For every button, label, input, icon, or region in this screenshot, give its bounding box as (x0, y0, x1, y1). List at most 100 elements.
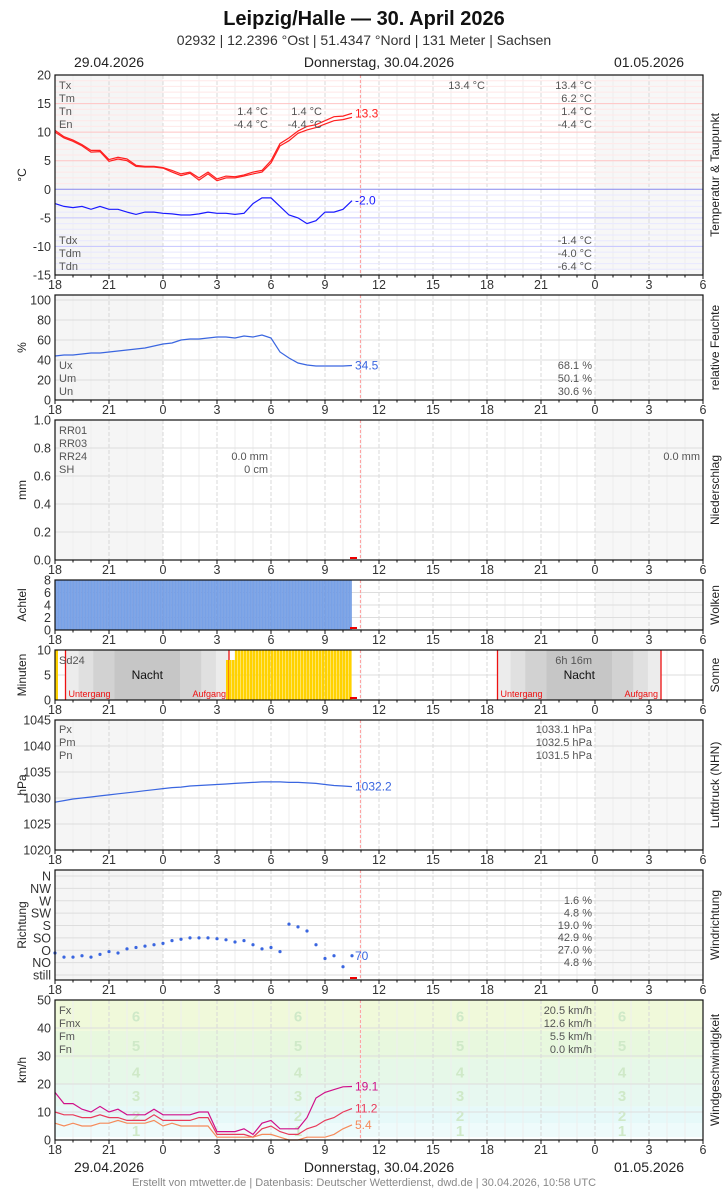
direction-share: 1.6 % (564, 895, 592, 907)
beaufort-label: 2 (294, 1108, 302, 1125)
clouds-bar (84, 579, 88, 631)
wind-direction-point (314, 943, 318, 947)
footer-date-left: 29.04.2026 (74, 1159, 144, 1175)
sunshine-bar (262, 650, 265, 700)
sunshine-bar (337, 650, 340, 700)
legend-label: RR03 (59, 438, 87, 450)
x-tick-label: 6 (268, 633, 275, 647)
x-tick-label: 18 (480, 403, 494, 417)
clouds-bar (231, 579, 235, 631)
y-tick-label: 0.2 (34, 526, 51, 540)
clouds-bar (195, 579, 199, 631)
wind-direction-point (80, 954, 84, 958)
missing-data-marker (350, 697, 357, 699)
clouds-bar (153, 579, 157, 631)
clouds-bar (117, 579, 121, 631)
clouds-bar (270, 579, 274, 631)
summary-value: 68.1 % (558, 360, 592, 372)
x-tick-label: 0 (160, 983, 167, 997)
sunshine-bar (253, 650, 256, 700)
beaufort-label: 3 (294, 1088, 302, 1105)
y-tick-label: SW (31, 907, 51, 921)
clouds-bar (75, 579, 79, 631)
y-tick-label: 30 (37, 1050, 51, 1064)
clouds-bar (114, 579, 118, 631)
beaufort-label: 6 (456, 1008, 464, 1025)
y-axis-label: Minuten (15, 654, 29, 697)
x-tick-label: 6 (268, 403, 275, 417)
beaufort-label: 1 (456, 1123, 464, 1140)
x-tick-label: 0 (592, 633, 599, 647)
x-tick-label: 21 (102, 563, 116, 577)
clouds-bar (201, 579, 205, 631)
x-tick-label: 18 (480, 633, 494, 647)
beaufort-label: 5 (456, 1038, 464, 1055)
sunshine-bar (325, 650, 328, 700)
x-tick-label: 21 (102, 703, 116, 717)
x-tick-label: 9 (322, 563, 329, 577)
beaufort-label: 2 (456, 1108, 464, 1125)
wind-direction-point (143, 944, 147, 948)
x-tick-label: 21 (102, 1143, 116, 1157)
clouds-bar (249, 579, 253, 631)
x-tick-label: 9 (322, 403, 329, 417)
summary-value: 6.2 °C (561, 93, 592, 105)
wind-direction-point (206, 936, 210, 940)
panel-title: Windrichtung (708, 890, 722, 960)
sunshine-bar (247, 650, 250, 700)
y-axis-label: Achtel (15, 588, 29, 621)
legend-label: Tx (59, 80, 72, 92)
humidity-series-line (54, 334, 353, 367)
y-tick-label: N (42, 870, 51, 884)
sunshine-bar (238, 650, 241, 700)
clouds-bar (135, 579, 139, 631)
x-tick-label: 0 (592, 703, 599, 717)
clouds-bar (273, 579, 277, 631)
clouds-bar (246, 579, 250, 631)
x-tick-label: 0 (160, 1143, 167, 1157)
clouds-bar (327, 579, 331, 631)
sunshine-bar (334, 650, 337, 700)
x-tick-label: 3 (214, 983, 221, 997)
legend-label: Tdn (59, 261, 78, 273)
legend-label: Fmx (59, 1018, 81, 1030)
beaufort-label: 3 (456, 1088, 464, 1105)
x-tick-label: 3 (214, 403, 221, 417)
x-tick-label: 0 (592, 563, 599, 577)
y-axis-label: % (15, 342, 29, 353)
direction-share: 4.8 % (564, 957, 592, 969)
clouds-bar (105, 579, 109, 631)
x-tick-label: 15 (426, 1143, 440, 1157)
y-tick-label: 6 (44, 586, 51, 600)
x-tick-label: 6 (700, 983, 707, 997)
y-tick-label: 80 (37, 314, 51, 328)
x-tick-label: 0 (592, 403, 599, 417)
x-tick-label: 3 (646, 563, 653, 577)
x-tick-label: 18 (48, 1143, 62, 1157)
sunshine-panel: 10 5 0 Nacht Untergang Aufgang Nacht Untergang A… (15, 644, 722, 718)
x-tick-label: 15 (426, 403, 440, 417)
x-tick-label: 18 (48, 563, 62, 577)
y-tick-label: 1030 (23, 792, 51, 806)
series-end-label: 13.3 (355, 106, 379, 120)
summary-value: 1032.5 hPa (536, 737, 593, 749)
x-tick-label: 21 (102, 853, 116, 867)
beaufort-label: 4 (132, 1064, 141, 1081)
panel-title: Wolken (708, 585, 722, 625)
y-tick-label: -5 (40, 211, 51, 225)
x-tick-label: 3 (214, 853, 221, 867)
y-tick-label: 20 (37, 374, 51, 388)
night-ground-min-temp: -4.4 °C (234, 119, 268, 131)
sunshine-bar (256, 650, 259, 700)
legend-label: En (59, 119, 72, 131)
wind-direction-point (107, 950, 111, 954)
x-tick-label: 18 (480, 1143, 494, 1157)
clouds-bar (102, 579, 106, 631)
wind-direction-point (215, 937, 219, 941)
beaufort-label: 4 (618, 1064, 627, 1081)
y-tick-label: W (39, 894, 51, 908)
pressure-series-line (54, 781, 353, 803)
